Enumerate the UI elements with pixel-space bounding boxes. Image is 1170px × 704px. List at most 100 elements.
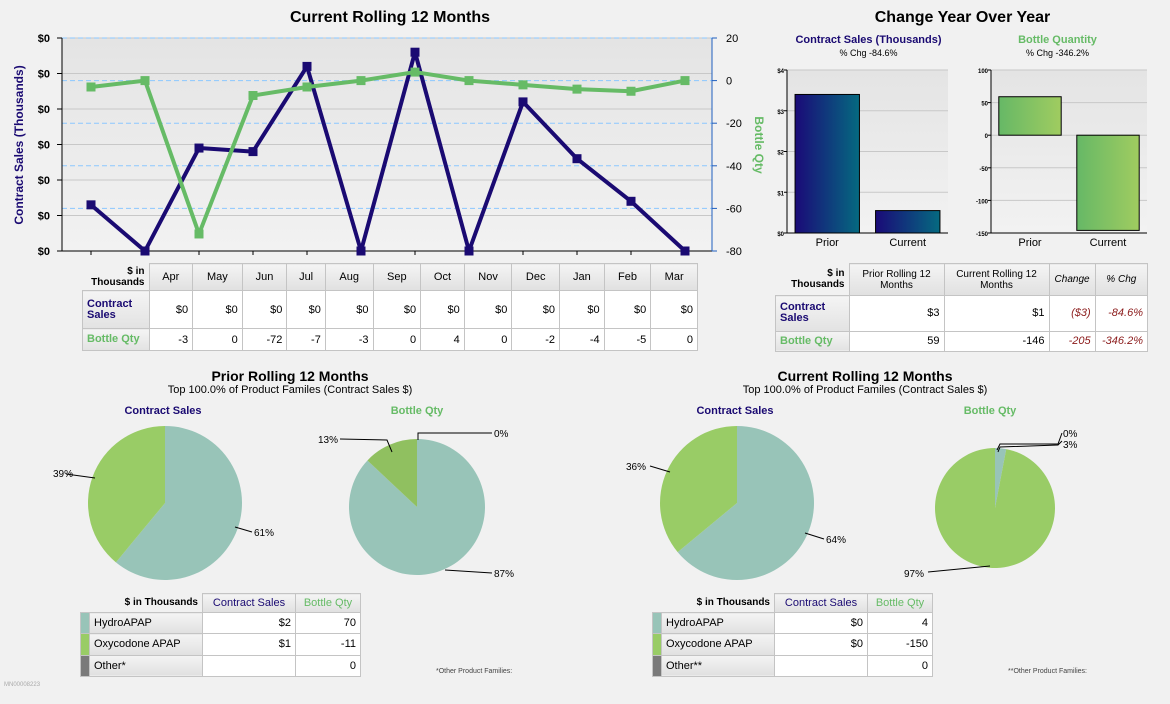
y-tick-label: $4 bbox=[777, 69, 784, 75]
pie-label: 0% bbox=[494, 429, 509, 440]
page-code: MN00008223 bbox=[4, 682, 41, 688]
table-row: Bottle Qty -3 0 -72 -7 -3 0 4 0 -2 -4 -5 0 bbox=[82, 328, 698, 351]
leader-line bbox=[927, 565, 991, 573]
table-cell: 4 bbox=[867, 611, 933, 635]
header-pct-chg: % Chg bbox=[1094, 263, 1149, 296]
y-tick-label: $0 bbox=[38, 175, 50, 187]
y2-tick-label: 20 bbox=[726, 33, 738, 45]
table-cell: $0 bbox=[192, 289, 243, 330]
x-tick-label: Current bbox=[1090, 237, 1127, 249]
data-point bbox=[410, 67, 420, 77]
table-cell: $0 bbox=[650, 289, 698, 330]
data-point bbox=[140, 246, 150, 256]
data-point bbox=[680, 76, 690, 86]
y-tick-label: $0 bbox=[38, 246, 50, 258]
table-cell: $0 bbox=[774, 633, 868, 656]
table-cell: -11 bbox=[295, 633, 361, 656]
data-point bbox=[464, 76, 474, 86]
prior-footnote: *Other Product Families: bbox=[436, 668, 513, 675]
data-point bbox=[140, 76, 150, 86]
yoy-cs-title: Contract Sales (Thousands) bbox=[795, 34, 942, 46]
table-cell: 0 bbox=[192, 328, 243, 351]
month-header: Nov bbox=[463, 263, 513, 291]
pie-label: 13% bbox=[318, 435, 338, 446]
month-header: Aug bbox=[324, 263, 374, 291]
yoy-cs-pct: % Chg -84.6% bbox=[839, 48, 898, 58]
table-cell: -7 bbox=[286, 328, 326, 351]
header-bottle-qty: Bottle Qty bbox=[867, 593, 933, 613]
table-row: Oxycodone APAP $1 -11 bbox=[80, 633, 361, 656]
month-header: May bbox=[192, 263, 243, 291]
series-line-bottle-qty bbox=[90, 70, 686, 236]
data-point bbox=[410, 47, 420, 57]
leader-line bbox=[996, 432, 1063, 451]
header-contract-sales: Contract Sales bbox=[774, 593, 868, 613]
header-current: Current Rolling 12 Months bbox=[943, 263, 1050, 296]
header-prior: Prior Rolling 12 Months bbox=[848, 263, 945, 296]
current-footnote: **Other Product Families: bbox=[1008, 668, 1087, 675]
pie-label: 39% bbox=[53, 469, 73, 480]
month-header: Mar bbox=[650, 263, 698, 291]
corner-label: $ in Thousands bbox=[124, 597, 198, 609]
table-cell: 0 bbox=[295, 654, 361, 678]
y2-tick-label: -20 bbox=[726, 118, 742, 130]
table-header-row: $ in Thousands Contract Sales Bottle Qty bbox=[653, 593, 933, 613]
prior-bq-label: Bottle Qty bbox=[390, 405, 444, 417]
pie-slice bbox=[115, 426, 242, 580]
table-row: Contract Sales $0 $0 $0 $0 $0 $0 $0 $0 $0 $0 $0 $0 bbox=[82, 289, 698, 330]
table-cell: $2 bbox=[202, 611, 296, 635]
y-tick-label: $0 bbox=[38, 69, 50, 81]
table-header-row: $ in Thousands Apr May Jun Jul Aug Sep O… bbox=[83, 263, 698, 291]
table-cell: $0 bbox=[603, 289, 652, 330]
table-row: Other** 0 bbox=[652, 654, 933, 678]
y2-axis-title: Bottle Qty bbox=[752, 116, 766, 174]
yoy-table: $ in Thousands Prior Rolling 12 Months C… bbox=[775, 263, 1149, 353]
y-tick-label: $0 bbox=[777, 232, 784, 238]
month-header: Sep bbox=[372, 263, 422, 291]
table-cell: $0 bbox=[774, 611, 868, 635]
bar bbox=[875, 210, 941, 234]
table-cell: $3 bbox=[848, 295, 945, 332]
current-title: Current Rolling 12 Months bbox=[777, 368, 953, 384]
data-point bbox=[572, 154, 582, 164]
current-family-table: $ in Thousands Contract Sales Bottle Qty Hy… bbox=[652, 593, 933, 678]
rolling-title: Current Rolling 12 Months bbox=[290, 9, 490, 26]
table-row: Contract Sales $3 $1 ($3) -84.6% bbox=[775, 295, 1149, 332]
leader-line bbox=[339, 438, 393, 453]
y-tick-label: $1 bbox=[777, 191, 784, 197]
table-cell: 0 bbox=[867, 654, 933, 678]
y2-tick-label: -40 bbox=[726, 161, 742, 173]
table-cell: $0 bbox=[148, 289, 194, 330]
pie-slice bbox=[367, 439, 417, 507]
header-change: Change bbox=[1048, 263, 1096, 296]
data-point bbox=[518, 80, 528, 90]
leader-line bbox=[649, 465, 671, 473]
prior-title: Prior Rolling 12 Months bbox=[211, 368, 369, 384]
row-label: Bottle Qty bbox=[82, 328, 150, 351]
data-point bbox=[248, 147, 258, 157]
table-header-row: $ in Thousands Prior Rolling 12 Months C… bbox=[776, 263, 1149, 296]
table-cell: 0 bbox=[650, 328, 698, 351]
table-cell: $0 bbox=[241, 289, 288, 330]
prior-subtitle: Top 100.0% of Product Familes (Contract … bbox=[167, 384, 413, 396]
pie-slice bbox=[349, 439, 486, 576]
x-tick-label: Current bbox=[889, 237, 926, 249]
table-cell: $1 bbox=[202, 633, 296, 656]
row-label: HydroAPAP bbox=[661, 611, 775, 635]
legend-swatch bbox=[652, 654, 662, 678]
prior-cs-label: Contract Sales bbox=[124, 405, 202, 417]
current-cs-label: Contract Sales bbox=[696, 405, 774, 417]
table-cell: -346.2% bbox=[1094, 330, 1149, 353]
legend-swatch bbox=[80, 633, 90, 656]
table-cell: $0 bbox=[324, 289, 374, 330]
y-axis-title: Contract Sales (Thousands) bbox=[12, 65, 26, 224]
leader-line bbox=[417, 432, 492, 440]
x-tick-label: Prior bbox=[816, 237, 840, 249]
pie-label: 61% bbox=[254, 528, 274, 539]
monthly-table: $ in Thousands Apr May Jun Jul Aug Sep O… bbox=[82, 263, 698, 351]
row-label: Contract Sales bbox=[775, 295, 850, 332]
corner-label: $ in Thousands bbox=[696, 597, 770, 609]
corner-label: $ in Thousands bbox=[791, 268, 845, 291]
month-header: Feb bbox=[603, 263, 652, 291]
row-label: Bottle Qty bbox=[775, 330, 850, 353]
